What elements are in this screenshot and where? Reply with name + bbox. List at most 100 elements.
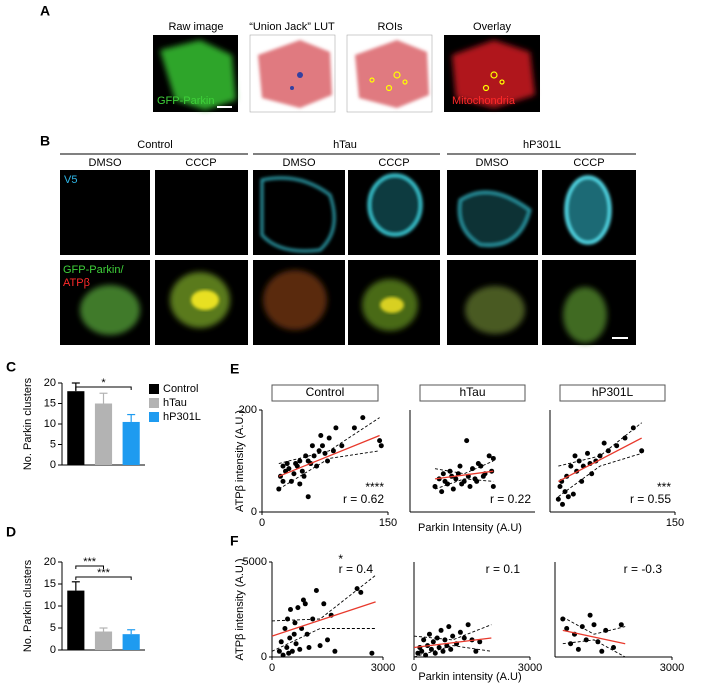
data-point xyxy=(294,463,300,469)
data-point xyxy=(465,622,471,628)
data-point xyxy=(288,607,293,612)
panel-label: C xyxy=(6,359,16,375)
data-point xyxy=(282,626,288,631)
annotation: *** xyxy=(657,480,671,494)
significance-bracket xyxy=(75,576,132,580)
x-tick-label: 3000 xyxy=(660,662,684,674)
data-point xyxy=(630,425,636,431)
annotation: r = 0.62 xyxy=(343,492,384,506)
data-point xyxy=(358,589,364,595)
confidence-line xyxy=(562,616,626,635)
chart-title-box xyxy=(559,384,666,402)
data-point xyxy=(332,648,338,654)
group-label: Control xyxy=(137,139,172,151)
y-tick-label: 15 xyxy=(44,578,56,590)
data-point xyxy=(321,601,327,607)
data-point xyxy=(333,425,339,431)
x-axis-label: Parkin Intensity (A.U) xyxy=(418,522,522,534)
image-lut xyxy=(249,34,336,113)
data-point xyxy=(457,463,463,469)
data-point xyxy=(618,622,624,628)
annotation: r = 0.1 xyxy=(486,562,521,576)
data-point xyxy=(301,473,307,479)
x-tick-label: 150 xyxy=(666,517,684,529)
y-tick-label: 0 xyxy=(251,506,257,518)
data-point xyxy=(568,463,574,469)
bar xyxy=(122,421,140,465)
data-point xyxy=(278,639,284,645)
annotation: r = 0.4 xyxy=(339,562,374,576)
data-point xyxy=(306,645,312,650)
data-point xyxy=(300,597,306,603)
data-point xyxy=(280,463,286,469)
data-point xyxy=(284,461,290,467)
legend-label: hTau xyxy=(163,397,187,409)
annotation: **** xyxy=(365,480,384,494)
chart-title: hP301L xyxy=(592,385,634,399)
significance-label: *** xyxy=(97,567,111,579)
data-point xyxy=(560,501,565,507)
annotation: * xyxy=(338,552,343,566)
confidence-line xyxy=(278,417,380,464)
data-point xyxy=(292,620,298,626)
data-point xyxy=(591,622,597,628)
data-point xyxy=(285,616,291,622)
data-point xyxy=(565,494,571,500)
x-tick-label: 0 xyxy=(259,517,265,529)
chart-title: Control xyxy=(306,385,345,399)
x-tick-label: 0 xyxy=(269,662,275,674)
data-point xyxy=(326,435,332,441)
y-axis-label: No. Parkin clusters xyxy=(22,559,34,652)
data-point xyxy=(599,648,605,654)
panel-label: D xyxy=(6,524,16,540)
panel-label: A xyxy=(40,3,50,19)
data-point xyxy=(318,433,324,438)
legend-label: hP301L xyxy=(163,411,201,423)
y-tick-label: 5 xyxy=(50,438,56,450)
fit-line xyxy=(562,629,626,645)
data-point xyxy=(293,641,299,647)
data-point xyxy=(461,478,467,484)
fit-line xyxy=(278,434,380,477)
data-point xyxy=(639,448,645,454)
data-point xyxy=(316,448,322,454)
data-point xyxy=(570,491,576,497)
annotation: r = -0.3 xyxy=(624,562,663,576)
y-tick-label: 5000 xyxy=(243,556,267,568)
data-point xyxy=(583,637,589,643)
bar xyxy=(94,631,113,650)
confidence-line xyxy=(413,645,492,658)
data-point xyxy=(311,453,317,459)
legend-swatch xyxy=(149,398,159,408)
chart-title: hTau xyxy=(459,385,485,399)
image-rois xyxy=(346,34,433,113)
data-point xyxy=(415,650,421,656)
data-point xyxy=(442,637,448,643)
y-tick-label: 10 xyxy=(44,418,56,430)
data-point xyxy=(587,612,593,618)
data-point xyxy=(377,438,383,444)
data-point xyxy=(297,646,303,652)
treatment-label: CCCP xyxy=(185,157,216,169)
data-point xyxy=(440,648,446,654)
data-point xyxy=(280,652,286,658)
data-point xyxy=(287,635,293,641)
data-point xyxy=(439,489,445,495)
data-point xyxy=(286,466,292,472)
y-tick-label: 15 xyxy=(44,397,56,409)
image-label: Mitochondria xyxy=(452,95,516,107)
significance-bracket xyxy=(75,386,132,390)
data-point xyxy=(461,635,467,641)
data-point xyxy=(297,481,303,487)
data-point xyxy=(284,645,290,650)
data-point xyxy=(317,643,323,649)
x-tick-label: 3000 xyxy=(518,662,542,674)
data-point xyxy=(289,648,295,654)
data-point xyxy=(330,448,336,454)
y-axis-label: ATPβ intensity (A.U.) xyxy=(234,410,246,512)
image-title: Raw image xyxy=(168,21,223,33)
channel-label: V5 xyxy=(64,174,77,186)
data-point xyxy=(313,588,319,593)
confidence-line xyxy=(434,478,494,490)
bar xyxy=(122,634,140,650)
